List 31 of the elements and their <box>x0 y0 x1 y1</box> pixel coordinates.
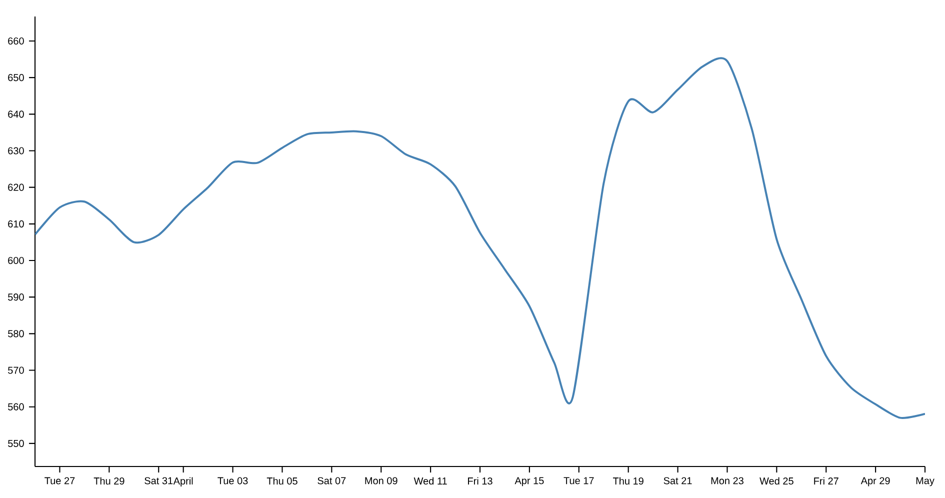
y-tick-label: 610 <box>8 220 24 228</box>
y-tick-label: 650 <box>8 74 24 82</box>
x-tick-label: Thu 05 <box>266 477 298 485</box>
x-tick-label: Fri 27 <box>814 477 838 484</box>
x-tick-label: May <box>916 477 934 486</box>
x-tick-label: Sat 21 <box>664 477 692 484</box>
x-tick-label: Wed 11 <box>414 477 447 485</box>
x-tick-label: Apr 29 <box>860 477 890 486</box>
x-tick-label: Mon 09 <box>365 477 398 484</box>
x-tick-label: Sat 31 <box>144 477 173 484</box>
y-tick-label: 550 <box>8 440 24 447</box>
x-tick-label: Wed 25 <box>760 477 794 485</box>
y-tick-label: 660 <box>8 37 24 45</box>
y-tick-label: 560 <box>8 403 24 410</box>
x-tick-label: Fri 13 <box>468 477 492 485</box>
x-tick-label: Apr 15 <box>514 477 544 486</box>
y-tick-label: 640 <box>8 110 24 118</box>
x-tick-label: Sat 07 <box>318 477 346 484</box>
x-tick-label: Thu 19 <box>613 477 644 485</box>
y-tick-label: 620 <box>8 184 24 191</box>
y-tick-label: 630 <box>8 147 24 154</box>
y-tick-label: 580 <box>8 330 24 338</box>
x-tick-label: Tue 03 <box>218 477 248 484</box>
y-tick-label: 570 <box>8 366 24 374</box>
x-tick-label: April <box>173 477 193 487</box>
x-tick-label: Tue 27 <box>44 477 75 484</box>
x-tick-label: Mon 23 <box>711 477 744 484</box>
x-tick-label: Thu 29 <box>94 477 124 485</box>
x-tick-label: Tue 17 <box>564 477 594 484</box>
y-tick-label: 600 <box>8 256 24 264</box>
y-tick-label: 590 <box>8 294 24 301</box>
